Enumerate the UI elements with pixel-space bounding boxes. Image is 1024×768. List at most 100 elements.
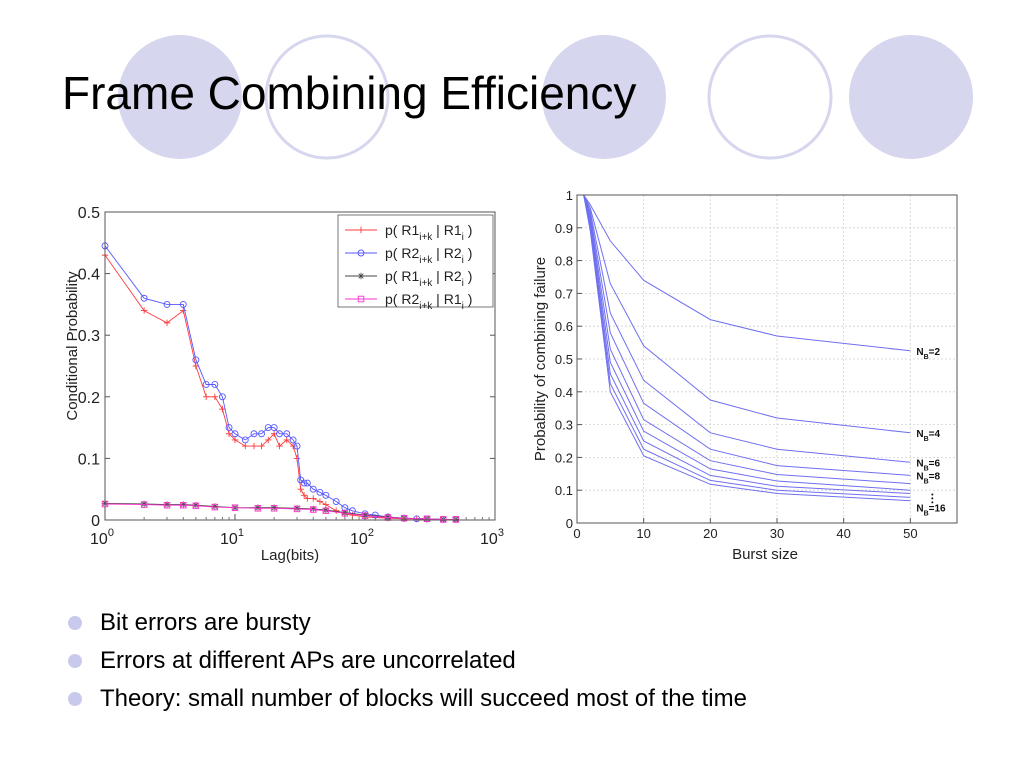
x-axis-label: Burst size (732, 546, 798, 563)
data-point (289, 442, 297, 450)
x-tick-label: 20 (703, 526, 717, 541)
bullet-text: Errors at different APs are uncorrelated (100, 647, 516, 674)
data-point (283, 430, 291, 438)
x-tick-label: 50 (903, 526, 917, 541)
y-tick-label: 0.9 (555, 221, 573, 236)
data-point (231, 430, 239, 438)
data-point (231, 504, 239, 511)
data-point (322, 506, 330, 514)
y-tick-label: 0.4 (555, 385, 573, 400)
plot-frame (104, 211, 496, 521)
series-annotation: NB=6 (916, 458, 940, 472)
data-point (202, 381, 210, 388)
y-tick-label: 0.2 (78, 390, 100, 407)
data-point (218, 393, 226, 401)
deco-circle-2 (264, 34, 390, 160)
series-line-4 (583, 194, 911, 476)
data-point (163, 501, 171, 509)
ellipsis-dot (931, 493, 934, 496)
y-tick-label: 0.5 (555, 352, 573, 367)
data-point (163, 501, 171, 508)
data-point (241, 436, 249, 444)
data-point (297, 486, 304, 493)
data-point (225, 430, 233, 437)
data-point (322, 501, 330, 508)
series-line-2 (583, 194, 911, 434)
data-point (202, 393, 210, 400)
x-tick-label: 10 (636, 526, 650, 541)
y-tick-label: 0.3 (78, 328, 100, 345)
deco-circle-4 (707, 34, 833, 160)
legend-label: p( R1i+k | R1i ) (385, 222, 472, 243)
data-point (293, 505, 301, 512)
series-line-3 (583, 194, 911, 463)
data-point (316, 488, 324, 496)
series-annotation: NB=16 (916, 503, 946, 517)
combining-failure-chart: 00.10.20.30.40.50.60.70.80.910 10 20 30 40 50… (532, 188, 958, 563)
data-point (310, 505, 317, 513)
data-point (440, 516, 447, 523)
bullet-item: Errors at different APs are uncorrelated (68, 642, 747, 680)
data-point (225, 424, 233, 432)
bullet-item: Bit errors are bursty (68, 604, 747, 642)
data-point (300, 479, 308, 487)
series-line-9 (583, 194, 911, 502)
series-line (104, 245, 456, 520)
y-axis-label: Probability of combining failure (532, 257, 549, 461)
data-point (276, 442, 283, 450)
data-point (400, 514, 408, 522)
legend-label: p( R2i+k | R2i ) (385, 245, 472, 266)
bullet-dot-icon (68, 616, 82, 630)
deco-circle-1 (118, 35, 242, 159)
data-point (322, 507, 330, 515)
data-point (231, 436, 239, 444)
data-point (219, 405, 226, 413)
data-point (270, 505, 278, 512)
series-annotation: NB=4 (916, 429, 940, 443)
x-tick-label: 100 (90, 527, 114, 548)
slide-title: Frame Combining Efficiency (62, 67, 637, 119)
data-point (309, 485, 317, 493)
x-tick-label: 101 (220, 527, 244, 548)
data-point (322, 491, 330, 499)
data-point (452, 516, 460, 523)
x-axis-label: Lag(bits) (261, 547, 319, 564)
data-point (289, 436, 297, 444)
data-point (300, 492, 308, 499)
x-tick-label: 102 (350, 527, 374, 548)
data-point (357, 272, 365, 280)
y-tick-label: 1 (566, 188, 573, 203)
data-point (293, 442, 301, 450)
data-point (250, 442, 258, 450)
series-3 (101, 500, 460, 523)
data-point (192, 502, 200, 509)
data-point (357, 295, 365, 303)
data-point (250, 430, 258, 438)
y-tick-label: 0.5 (78, 205, 100, 222)
data-point (254, 505, 262, 512)
data-point (180, 501, 187, 508)
y-axis-label: Conditional Probability (64, 271, 81, 421)
series-line-1 (583, 194, 911, 352)
data-point (211, 393, 219, 400)
bullet-dot-icon (68, 654, 82, 668)
data-point (371, 511, 379, 519)
data-point (179, 300, 187, 308)
data-point (192, 502, 200, 510)
series-annotation: NB=8 (916, 471, 940, 485)
data-point (140, 307, 148, 314)
data-point (357, 226, 365, 234)
x-tick-label: 40 (836, 526, 850, 541)
data-point (276, 430, 283, 438)
y-tick-label: 0.1 (78, 451, 100, 468)
series-line-7 (583, 194, 911, 494)
data-point (341, 509, 349, 516)
x-tick-label: 0 (573, 526, 580, 541)
data-point (254, 504, 262, 511)
decorative-circles (118, 34, 973, 160)
series-line-8 (583, 194, 911, 498)
data-point (384, 513, 392, 521)
data-point (192, 356, 200, 364)
data-point (332, 498, 340, 505)
data-point (423, 515, 431, 523)
